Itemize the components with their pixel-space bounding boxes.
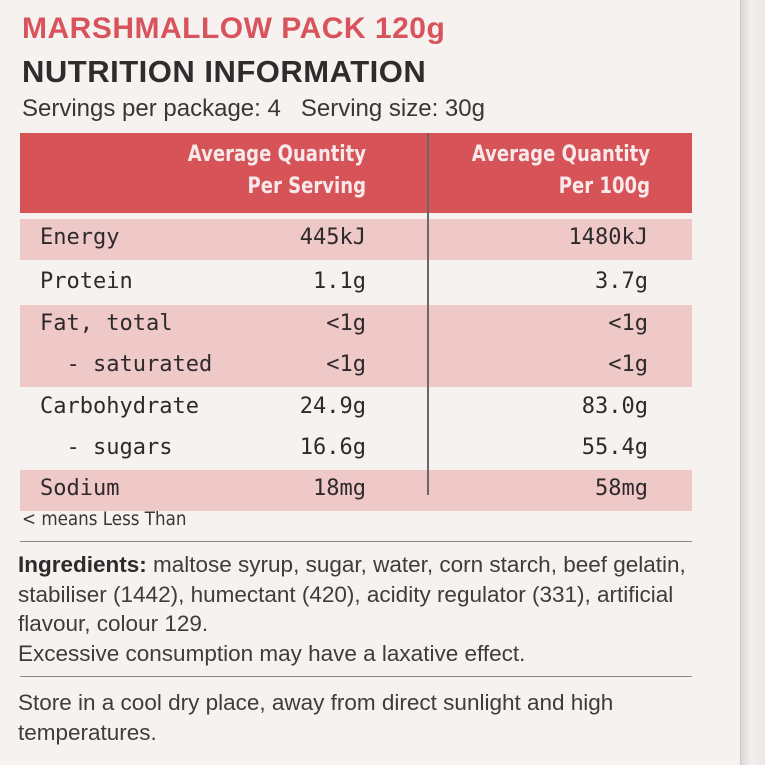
nutrition-label: MARSHMALLOW PACK 120g NUTRITION INFORMAT…	[18, 12, 698, 745]
storage-instructions: Store in a cool dry place, away from dir…	[18, 690, 614, 745]
per-serving-value: 16.6g	[299, 435, 366, 460]
per-100g-value: 1480kJ	[568, 225, 648, 250]
ingredients-text: maltose syrup, sugar, water, corn starch…	[18, 552, 686, 636]
divider	[20, 541, 692, 542]
table-header: Average Quantity Per Serving Average Qua…	[20, 133, 692, 213]
column-divider	[427, 133, 429, 495]
nutrient-name: - sugars	[40, 435, 173, 460]
per-100g-value: <1g	[608, 311, 648, 336]
nutrient-name: Protein	[40, 269, 133, 294]
divider	[20, 676, 692, 677]
nutrition-table: Average Quantity Per Serving Average Qua…	[20, 133, 692, 511]
table-row: - sugars 16.6g 55.4g	[20, 429, 692, 470]
table-row: Carbohydrate 24.9g 83.0g	[20, 388, 692, 429]
per-serving-value: 1.1g	[313, 269, 366, 294]
per-100g-value: 58mg	[595, 476, 648, 501]
per-serving-value: <1g	[326, 311, 366, 336]
table-row: Sodium 18mg 58mg	[20, 470, 692, 511]
nutrition-heading: NUTRITION INFORMATION	[22, 54, 427, 89]
header-per-100g: Average Quantity Per 100g	[471, 142, 650, 199]
table-row: Protein 1.1g 3.7g	[20, 263, 692, 304]
nutrient-name: Energy	[40, 225, 120, 250]
nutrient-name: Carbohydrate	[40, 394, 199, 419]
per-100g-value: 3.7g	[595, 269, 648, 294]
ingredients-label: Ingredients:	[18, 552, 147, 577]
nutrient-name: - saturated	[40, 352, 213, 377]
per-serving-value: 24.9g	[299, 394, 366, 419]
per-serving-value: <1g	[326, 352, 366, 377]
package-edge	[740, 0, 765, 765]
product-title: MARSHMALLOW PACK 120g	[22, 12, 446, 45]
servings-per-package: Servings per package: 4	[22, 95, 281, 122]
per-100g-value: <1g	[608, 352, 648, 377]
per-serving-value: 445kJ	[299, 225, 366, 250]
ingredients-block: Ingredients: maltose syrup, sugar, water…	[18, 550, 698, 668]
table-row: Fat, total <1g <1g	[20, 305, 692, 346]
laxative-warning: Excessive consumption may have a laxativ…	[18, 640, 526, 666]
servings-line: Servings per package: 4 Serving size: 30…	[22, 95, 485, 123]
less-than-note: < means Less Than	[22, 508, 187, 530]
per-100g-value: 83.0g	[581, 394, 648, 419]
nutrient-name: Sodium	[40, 476, 120, 501]
per-100g-value: 55.4g	[581, 435, 648, 460]
nutrient-name: Fat, total	[40, 311, 173, 336]
table-row: - saturated <1g <1g	[20, 346, 692, 387]
serving-size: Serving size: 30g	[300, 95, 485, 122]
header-per-serving: Average Quantity Per Serving	[187, 142, 366, 199]
per-serving-value: 18mg	[313, 476, 366, 501]
table-row: Energy 445kJ 1480kJ	[20, 219, 692, 260]
